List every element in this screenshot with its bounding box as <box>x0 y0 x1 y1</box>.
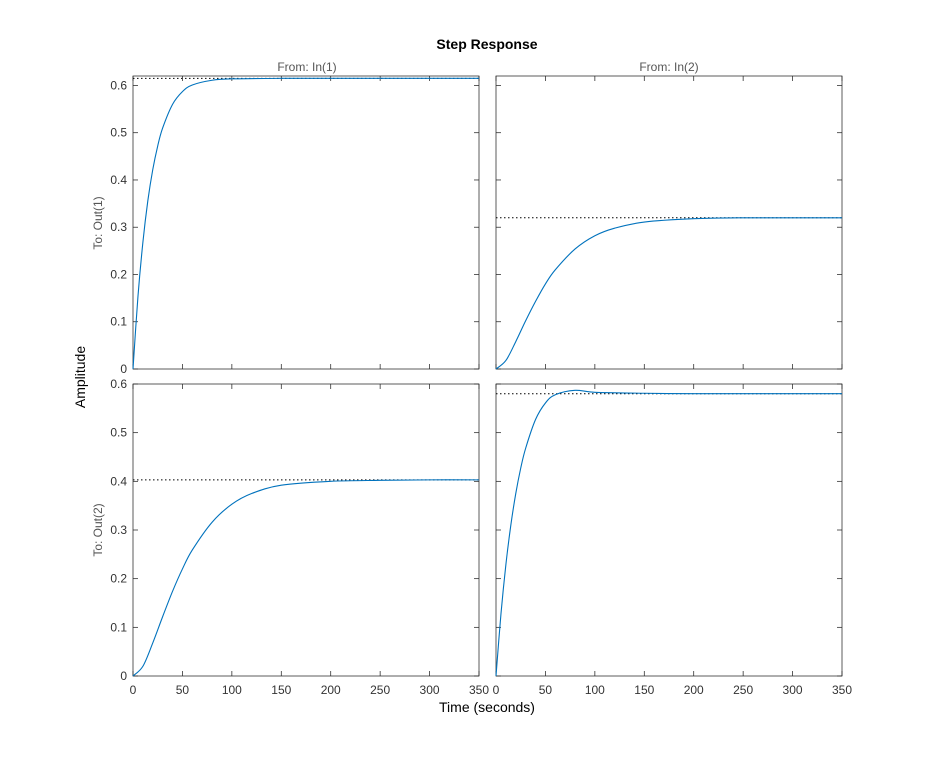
y-tick-label: 0 <box>120 669 127 683</box>
panel-out2-in1: 0 50 100 150 200 250 300 350 0 0.1 0.2 0.3 0.4 0.5 0.6 <box>110 377 489 697</box>
response-curve-out2-in2 <box>495 389 842 677</box>
x-tick-label: 350 <box>832 683 852 697</box>
x-tick-label: 100 <box>585 683 605 697</box>
x-axis-label: Time (seconds) <box>439 699 535 715</box>
y-tick-label: 0.3 <box>110 523 127 537</box>
y-axis-label: Amplitude <box>72 346 88 408</box>
axes-frame-out2-in1 <box>132 383 480 677</box>
input-label-1: From: In(1) <box>277 60 336 74</box>
y-tick-label: 0 <box>120 362 127 376</box>
x-tick-label: 200 <box>321 683 341 697</box>
x-tick-label: 150 <box>634 683 654 697</box>
x-tick-label: 0 <box>493 683 500 697</box>
y-tick-label: 0.4 <box>110 474 127 488</box>
x-tick-label: 250 <box>733 683 753 697</box>
axes-frame-out1-in1 <box>132 75 480 370</box>
x-tick-label: 300 <box>783 683 803 697</box>
chart-title: Step Response <box>436 36 537 52</box>
x-tick-label: 350 <box>469 683 489 697</box>
x-tick-label: 150 <box>271 683 291 697</box>
x-tick-label: 100 <box>222 683 242 697</box>
y-tick-label: 0.6 <box>110 377 127 391</box>
panel-out1-in2 <box>495 75 843 370</box>
axes-frame-out2-in2 <box>495 383 843 677</box>
response-curve-out2-in1 <box>132 479 480 677</box>
x-tick-label: 250 <box>370 683 390 697</box>
response-curve-out1-in1 <box>132 77 479 370</box>
response-curve-out1-in2 <box>495 217 842 370</box>
input-label-2: From: In(2) <box>639 60 698 74</box>
subplot-grid: 00.10.20.30.40.50.60 50 100 150 200 250 300 350… <box>110 75 852 697</box>
output-label-2: To: Out(2) <box>91 503 105 556</box>
x-tick-label: 200 <box>684 683 704 697</box>
y-tick-label: 0.3 <box>110 220 127 234</box>
panel-out2-in2: 0 50 100 150 200 250 300 350 <box>493 383 852 697</box>
axes-frame-out1-in2 <box>495 75 843 370</box>
y-tick-label: 0.2 <box>110 267 127 281</box>
y-tick-label: 0.4 <box>110 173 127 187</box>
y-tick-label: 0.6 <box>110 78 127 92</box>
y-tick-label: 0.1 <box>110 315 127 329</box>
output-label-1: To: Out(1) <box>91 196 105 249</box>
y-tick-label: 0.2 <box>110 572 127 586</box>
x-tick-label: 300 <box>420 683 440 697</box>
panel-out1-in1: 0 0.1 0.2 0.3 0.4 0.5 0.6 <box>110 75 480 376</box>
y-tick-label: 0.5 <box>110 126 127 140</box>
x-tick-label: 50 <box>176 683 190 697</box>
x-tick-label: 0 <box>130 683 137 697</box>
y-tick-label: 0.5 <box>110 426 127 440</box>
y-tick-label: 0.1 <box>110 620 127 634</box>
x-tick-label: 50 <box>539 683 553 697</box>
